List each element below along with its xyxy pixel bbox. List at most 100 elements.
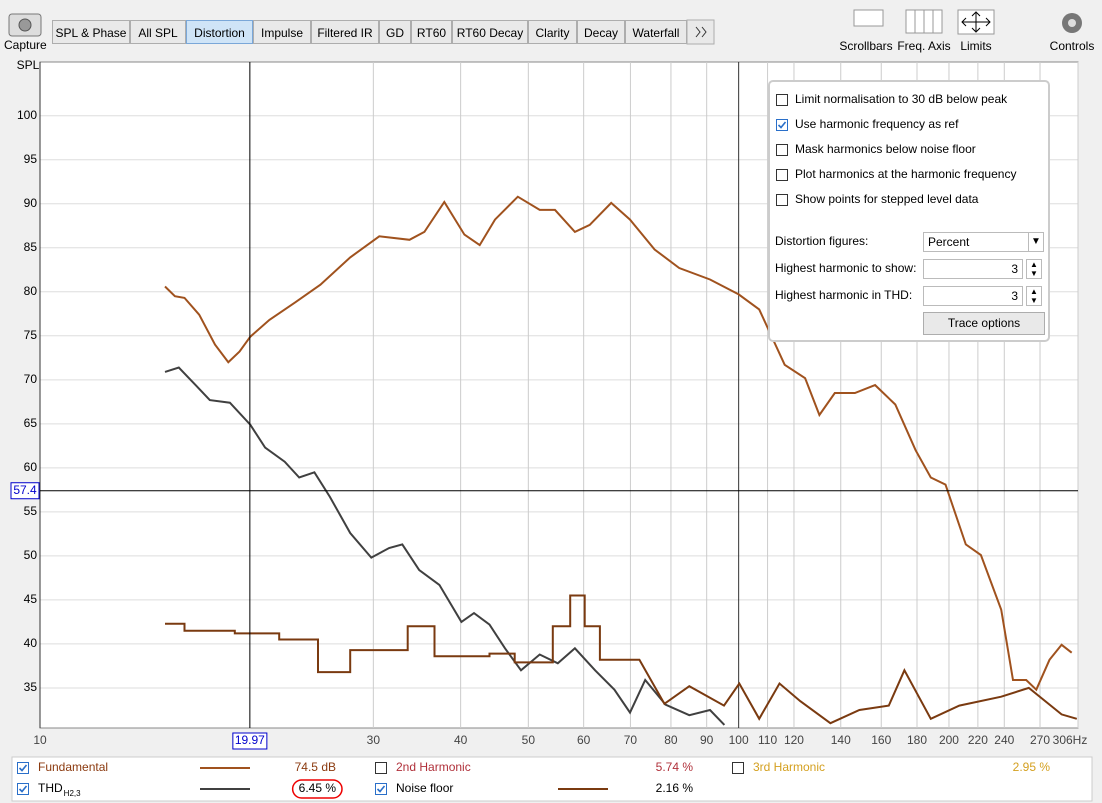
- option-checkbox[interactable]: [776, 119, 788, 131]
- tab[interactable]: Filtered IR: [311, 20, 379, 44]
- option-label[interactable]: Limit normalisation to 30 dB below peak: [795, 92, 1008, 106]
- field-input[interactable]: 3: [923, 259, 1023, 279]
- reading-highlight: [291, 779, 343, 799]
- option-label[interactable]: Mask harmonics below noise floor: [795, 142, 976, 156]
- option-checkbox[interactable]: [776, 94, 788, 106]
- y-tick-label: 65: [24, 416, 38, 430]
- legend-reading: 5.74 %: [656, 760, 694, 774]
- x-tick-label: 120: [784, 733, 804, 747]
- field-label: Highest harmonic to show:: [775, 261, 917, 275]
- x-tick-label: 270: [1030, 733, 1050, 747]
- cursor-label-box: [232, 732, 268, 750]
- legend-checkbox[interactable]: [375, 762, 387, 774]
- field-label: Highest harmonic in THD:: [775, 288, 913, 302]
- y-tick-label: 95: [24, 152, 38, 166]
- tab[interactable]: Clarity: [528, 20, 577, 44]
- tab[interactable]: RT60: [411, 20, 452, 44]
- field-input[interactable]: 3: [923, 286, 1023, 306]
- x-tick-label: 10: [33, 733, 47, 747]
- legend-reading: 6.45 %: [299, 781, 337, 795]
- option-label[interactable]: Plot harmonics at the harmonic frequency: [795, 167, 1017, 181]
- y-tick-label: 100: [17, 108, 37, 122]
- x-tick-label: 306Hz: [1053, 733, 1088, 747]
- x-tick-label: 100: [729, 733, 749, 747]
- legend-checkbox[interactable]: [17, 783, 29, 795]
- x-tick-label: 40: [454, 733, 468, 747]
- x-tick-label: 160: [871, 733, 891, 747]
- legend-reading: 2.95 %: [1013, 760, 1051, 774]
- scrollbars-icon: [853, 9, 884, 27]
- y-tick-label: 55: [24, 504, 38, 518]
- cursor-label-box: [10, 482, 40, 500]
- x-tick-label: 90: [700, 733, 714, 747]
- legend-checkbox[interactable]: [375, 783, 387, 795]
- x-tick-label: 240: [994, 733, 1014, 747]
- controls-icon: [1062, 13, 1082, 33]
- tab[interactable]: GD: [379, 20, 411, 44]
- series-line: [165, 594, 1078, 725]
- x-tick-label: 200: [939, 733, 959, 747]
- y-tick-label: 90: [24, 196, 38, 210]
- legend-reading: 74.5 dB: [295, 760, 336, 774]
- cursor-x-label: 19.97: [235, 733, 265, 747]
- toolbar-button-label[interactable]: Freq. Axis: [897, 39, 950, 53]
- x-tick-label: 50: [522, 733, 536, 747]
- trace-options-button[interactable]: Trace options: [923, 312, 1045, 335]
- y-tick-label: 50: [24, 548, 38, 562]
- tab[interactable]: SPL & Phase: [52, 20, 130, 44]
- y-tick-label: 70: [24, 372, 38, 386]
- y-axis-label: SPL: [17, 58, 40, 72]
- freq-axis-icon: [905, 9, 943, 34]
- option-checkbox[interactable]: [776, 169, 788, 181]
- legend-checkbox[interactable]: [732, 762, 744, 774]
- field-input[interactable]: Percent: [923, 232, 1043, 252]
- y-tick-label: 45: [24, 592, 38, 606]
- field-arrow[interactable]: ▲ ▼: [1026, 286, 1042, 306]
- y-tick-label: 60: [24, 460, 38, 474]
- toolbar-button-label[interactable]: Controls: [1050, 39, 1095, 53]
- capture-label[interactable]: Capture: [4, 38, 47, 52]
- option-checkbox[interactable]: [776, 144, 788, 156]
- x-tick-label: 60: [577, 733, 591, 747]
- field-arrow[interactable]: ▲ ▼: [1026, 259, 1042, 279]
- y-tick-label: 85: [24, 240, 38, 254]
- legend-name: THD: [38, 781, 63, 795]
- tab[interactable]: Impulse: [253, 20, 311, 44]
- traces: [164, 195, 1078, 726]
- option-label[interactable]: Use harmonic frequency as ref: [795, 117, 959, 131]
- series-line: [164, 195, 1073, 692]
- field-arrow[interactable]: ▼: [1028, 232, 1044, 252]
- tab[interactable]: RT60 Decay: [452, 20, 528, 44]
- series-line: [164, 366, 726, 726]
- y-tick-label: 75: [24, 328, 38, 342]
- more-tabs-icon: [686, 19, 715, 45]
- legend-area: [11, 756, 1093, 802]
- tab[interactable]: Decay: [577, 20, 625, 44]
- field-label: Distortion figures:: [775, 234, 869, 248]
- x-tick-label: 220: [968, 733, 988, 747]
- legend-name: 2nd Harmonic: [396, 760, 471, 774]
- y-tick-label: 35: [24, 680, 38, 694]
- toolbar-button-label[interactable]: Scrollbars: [839, 39, 892, 53]
- option-checkbox[interactable]: [776, 194, 788, 206]
- legend-subscript: H2,3: [64, 789, 81, 798]
- x-tick-label: 70: [624, 733, 638, 747]
- tab[interactable]: Waterfall: [625, 20, 687, 44]
- legend-checkbox[interactable]: [17, 762, 29, 774]
- legend-name: 3rd Harmonic: [753, 760, 825, 774]
- limits-icon: [957, 9, 995, 35]
- toolbar-button-label[interactable]: Limits: [960, 39, 991, 53]
- legend-name: Noise floor: [396, 781, 453, 795]
- capture-icon: [8, 13, 42, 37]
- tab[interactable]: Distortion: [186, 20, 253, 44]
- cursor-y-label: 57.4: [13, 483, 37, 497]
- x-tick-label: 80: [664, 733, 678, 747]
- tab[interactable]: All SPL: [130, 20, 186, 44]
- x-tick-label: 110: [758, 733, 777, 747]
- x-tick-label: 30: [367, 733, 381, 747]
- x-tick-label: 140: [831, 733, 851, 747]
- option-label[interactable]: Show points for stepped level data: [795, 192, 979, 206]
- y-tick-label: 40: [24, 636, 38, 650]
- x-tick-label: 180: [907, 733, 927, 747]
